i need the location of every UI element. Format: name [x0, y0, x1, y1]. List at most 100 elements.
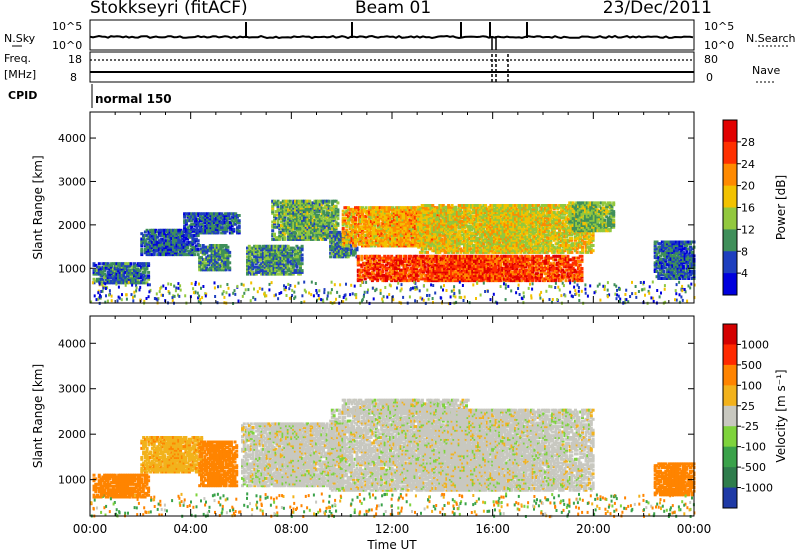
power-cell — [215, 263, 219, 267]
power-cell — [383, 234, 387, 237]
power-cell — [383, 230, 387, 234]
power-cell — [214, 266, 218, 270]
power-cell — [283, 206, 287, 210]
power-cell — [215, 264, 219, 268]
power-cell — [157, 253, 161, 257]
power-cell — [391, 244, 394, 248]
power-cell — [251, 253, 255, 257]
power-cell — [236, 227, 239, 231]
power-cell — [197, 214, 201, 217]
power-cell — [268, 246, 272, 250]
power-cell — [332, 218, 336, 222]
power-cell — [437, 275, 441, 279]
power-cell — [150, 232, 154, 236]
power-cell — [434, 267, 438, 270]
power-cell — [207, 268, 210, 272]
power-cell — [142, 234, 146, 237]
power-cell — [220, 217, 224, 221]
power-cell — [290, 208, 294, 212]
power-cell — [425, 277, 429, 281]
power-cell — [421, 265, 425, 269]
power-cell — [410, 227, 414, 230]
power-cell — [173, 246, 177, 250]
power-cell — [315, 227, 319, 231]
power-cell — [301, 234, 305, 238]
power-cell — [337, 255, 341, 259]
power-cell — [429, 261, 432, 265]
power-cell — [382, 240, 386, 244]
power-cell — [209, 212, 213, 216]
status-panel: N.Sky 10^5 10^0 10^5 10^0 N.Search Freq.… — [4, 19, 796, 108]
power-cell — [394, 207, 398, 211]
power-cell — [367, 268, 371, 272]
power-cell — [389, 244, 393, 248]
power-cell — [444, 265, 448, 269]
power-cell — [302, 218, 306, 222]
power-cell — [341, 216, 345, 220]
power-cell — [177, 235, 181, 239]
power-cell — [370, 272, 374, 276]
power-cell — [453, 256, 457, 260]
power-cell — [372, 265, 376, 269]
power-cell — [247, 262, 251, 266]
power-cell — [322, 213, 326, 217]
power-cell — [222, 244, 226, 247]
power-cell — [336, 243, 340, 247]
power-cell — [299, 201, 303, 205]
power-cell — [458, 275, 462, 279]
power-cell — [362, 216, 366, 220]
power-cell — [256, 265, 260, 269]
power-cell — [336, 232, 340, 236]
power-cell — [341, 234, 345, 237]
power-cell — [358, 273, 362, 277]
power-cell — [196, 234, 200, 237]
power-cell — [403, 218, 407, 222]
power-cell — [159, 240, 163, 244]
power-cell — [336, 224, 340, 227]
power-cell — [184, 244, 188, 248]
power-cell — [346, 253, 350, 257]
power-cell — [136, 276, 140, 280]
power-cell — [374, 273, 378, 277]
power-cell — [143, 274, 147, 278]
power-cell — [372, 256, 376, 260]
power-cell — [179, 232, 183, 236]
power-cell — [371, 232, 375, 236]
power-cell — [366, 220, 370, 224]
power-cell — [413, 228, 417, 232]
power-cell — [147, 230, 151, 234]
power-cell — [436, 258, 439, 262]
power-cell — [281, 255, 285, 259]
nave-tick-low: 0 — [706, 71, 713, 84]
power-cell — [149, 234, 153, 237]
power-cell — [364, 223, 368, 227]
power-cell — [191, 217, 195, 221]
power-cell — [290, 232, 294, 236]
power-cell — [258, 258, 262, 262]
power-cell — [396, 209, 400, 213]
power-cell — [273, 225, 276, 229]
power-cell — [274, 263, 278, 267]
power-cell — [344, 246, 348, 250]
power-cell — [403, 240, 407, 244]
power-cell — [331, 203, 335, 207]
power-cell — [311, 204, 315, 208]
power-cell — [374, 260, 378, 263]
power-cell — [272, 263, 276, 267]
power-cell — [129, 263, 133, 267]
power-cell — [383, 273, 387, 277]
power-cell — [460, 258, 464, 262]
power-cell — [288, 218, 292, 222]
power-cell — [373, 209, 377, 213]
power-cell — [263, 251, 267, 255]
power-cell — [357, 213, 361, 217]
power-cell — [357, 235, 361, 239]
power-cell — [297, 234, 301, 238]
power-cell — [436, 275, 439, 279]
power-cell — [375, 220, 379, 224]
power-cell — [392, 211, 396, 215]
power-cell — [182, 244, 186, 248]
power-cell — [97, 267, 101, 271]
power-cell — [295, 222, 299, 226]
power-cell — [369, 277, 373, 281]
